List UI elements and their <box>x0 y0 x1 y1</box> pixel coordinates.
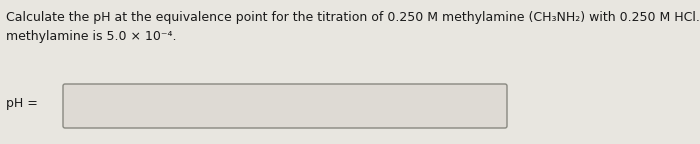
Text: pH =: pH = <box>6 97 38 110</box>
Text: Calculate the pH at the equivalence point for the titration of 0.250 M methylami: Calculate the pH at the equivalence poin… <box>6 11 700 24</box>
FancyBboxPatch shape <box>63 84 507 128</box>
Text: methylamine is 5.0 × 10⁻⁴.: methylamine is 5.0 × 10⁻⁴. <box>6 30 176 43</box>
